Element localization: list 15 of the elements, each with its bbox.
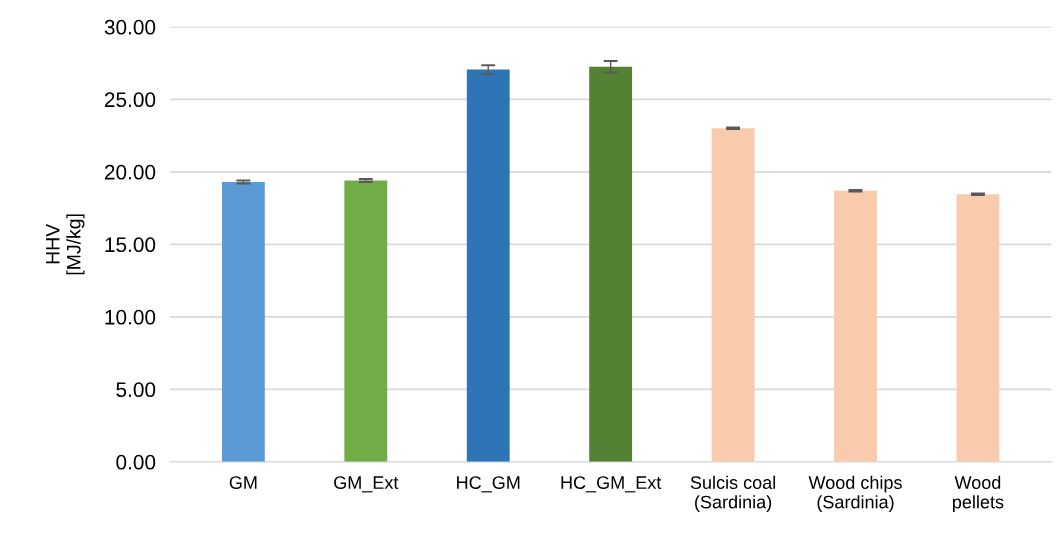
x-tick-label: Wood pellets [953,475,1004,512]
y-tick-label: 25.00 [104,92,156,108]
x-tick-label: GM_Ext [334,476,399,493]
x-tick-label: GM [229,476,257,489]
y-axis-title: HHV [MJ/kg] [46,214,85,275]
x-tick-label: Wood chips (Sardinia) [808,475,902,512]
y-tick-label: 10.00 [105,309,156,325]
y-tick-label: 20.00 [104,164,156,180]
y-tick-label: 5.00 [116,382,156,398]
x-tick-label: HC_GM_Ext [561,476,662,493]
x-tick-label: HC_GM [457,476,520,493]
y-tick-label: 15.00 [105,237,156,253]
y-tick-label: 30.00 [104,19,156,35]
y-tick-label: 0.00 [116,454,156,470]
x-tick-label: Sulcis coal (Sardinia) [690,475,776,512]
